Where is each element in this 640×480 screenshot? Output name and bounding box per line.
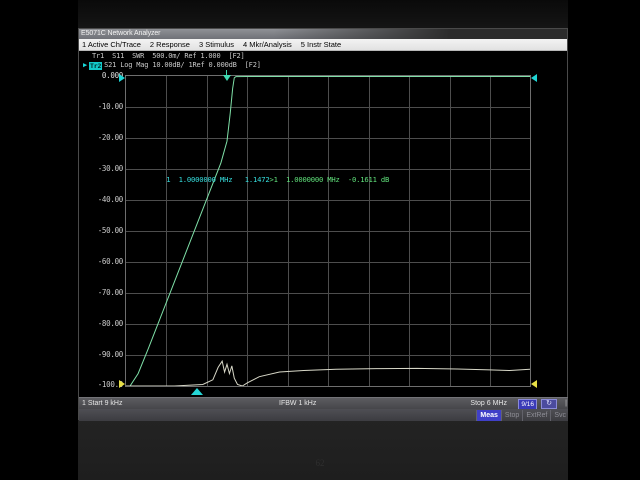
status-end-mark: | [565,400,567,407]
active-trace-arrow-icon: ▶ [83,61,88,69]
y-axis-labels: 0.000 -10.00 -20.00 -30.00 -40.00 -50.00… [79,71,125,391]
y-tick-8: -80.00 [97,319,124,328]
trace2-badge[interactable]: Tr2 [89,61,103,70]
trace-path [126,361,530,386]
trace2-status-row[interactable]: ▶ Tr2 S21 Log Mag 10.00dB/ 1Ref 0.000dB … [83,61,261,70]
y-tick-10: -100.0 [97,380,124,389]
gridline-v [207,76,208,386]
menu-item-response[interactable]: 2 Response [149,39,190,49]
footer-item-stop[interactable]: Stop [500,409,522,421]
chart-grid[interactable] [125,70,531,387]
gridline-v [166,76,167,386]
page-number: 62 [315,458,325,468]
menu-item-stimulus[interactable]: 3 Stimulus [198,39,234,49]
instrument-screen: Tr1 S11 SWR 500.0m/ Ref 1.000 [F2] ▶ Tr2… [79,51,569,421]
menu-item-mkr-analysis[interactable]: 4 Mkr/Analysis [242,39,292,49]
y-tick-1: -10.00 [97,102,124,111]
letterbox-right [568,0,640,480]
menu-bar: 1 Active Ch/Trace 2 Response 3 Stimulus … [79,39,567,51]
y-tick-2: -20.00 [97,133,124,142]
y-tick-4: -40.00 [97,195,124,204]
y-tick-9: -90.00 [97,350,124,359]
marker-top-indicator-icon [223,75,231,81]
refresh-cycle-icon[interactable]: ↻ [541,399,557,409]
footer-item-meas[interactable]: Meas [476,409,501,421]
vna-application-window: E5071C Network Analyzer 1 Active Ch/Trac… [78,28,569,421]
left-ref-marker-yellow-icon [119,380,125,388]
gridline-v [328,76,329,386]
y-tick-3: -30.00 [97,164,124,173]
gridline-v [247,76,248,386]
gridline-v [490,76,491,386]
status-start-freq[interactable]: 1 Start 9 kHz [82,399,123,407]
y-tick-6: -60.00 [97,257,124,266]
gridline-v [450,76,451,386]
titlebar-fade [274,29,567,39]
menu-item-active-ch-trace[interactable]: 1 Active Ch/Trace [82,39,141,49]
gridline-v [288,76,289,386]
marker-readout-s21: >1 1.0000000 MHz -0.1611 dB [269,175,390,184]
left-ref-marker-cyan-icon [119,74,125,82]
menu-item-instr-state[interactable]: 5 Instr State [300,39,342,49]
marker-readout-row: 1 1.0000000 MHz 1.1472>1 1.0000000 MHz -… [125,166,531,193]
y-tick-5: -50.00 [97,226,124,235]
footer-item-svc[interactable]: Svc [550,409,569,421]
trace-curves [126,76,530,386]
trace1-status[interactable]: Tr1 S11 SWR 500.0m/ Ref 1.000 [F2] [92,52,245,60]
y-tick-0: 0.000 [101,71,123,80]
marker-top-stem [226,70,227,77]
footer-item-extref[interactable]: ExtRef [522,409,550,421]
y-tick-7: -70.00 [97,288,124,297]
right-ref-marker-cyan-icon [531,74,537,82]
desktop-top-band [78,0,568,26]
marker-readout-s11: 1 1.0000000 MHz 1.1472 [166,175,270,184]
right-ref-marker-yellow-icon [531,380,537,388]
trace-path [126,76,530,386]
window-titlebar[interactable]: E5071C Network Analyzer [79,29,567,39]
status-bar: 1 Start 9 kHz IFBW 1 kHz Stop 6 MHz 9/16… [79,397,569,411]
footer-status-bar: Meas Stop ExtRef Svc [79,409,569,421]
gridline-v [409,76,410,386]
plot-area: 0.000 -10.00 -20.00 -30.00 -40.00 -50.00… [79,70,569,421]
status-stop-freq[interactable]: Stop 6 MHz [470,399,507,407]
status-ifbw[interactable]: IFBW 1 kHz [279,399,317,407]
trace2-status: S21 Log Mag 10.00dB/ 1Ref 0.000dB [F2] [104,61,261,69]
gridline-v [369,76,370,386]
bottom-marker-cyan-icon[interactable] [191,388,203,395]
trace-status-lines: Tr1 S11 SWR 500.0m/ Ref 1.000 [F2] ▶ Tr2… [83,52,261,70]
window-title: E5071C Network Analyzer [81,30,161,37]
letterbox-left [0,0,78,480]
